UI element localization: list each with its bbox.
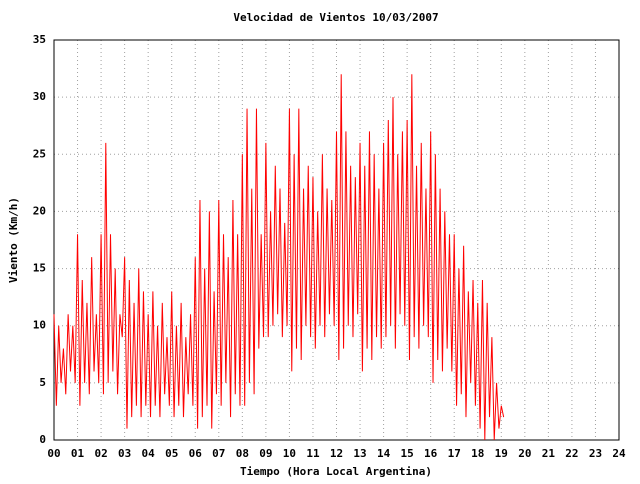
chart-title: Velocidad de Vientos 10/03/2007 — [233, 11, 438, 24]
x-tick-label: 19 — [495, 447, 508, 460]
x-tick-label: 24 — [612, 447, 626, 460]
y-tick-label: 35 — [33, 33, 46, 46]
x-tick-label: 17 — [448, 447, 461, 460]
y-tick-label: 5 — [39, 376, 46, 389]
x-tick-label: 05 — [165, 447, 178, 460]
x-tick-label: 12 — [330, 447, 343, 460]
x-tick-label: 10 — [283, 447, 296, 460]
x-tick-label: 00 — [47, 447, 60, 460]
x-tick-label: 06 — [189, 447, 203, 460]
y-tick-label: 15 — [33, 262, 46, 275]
y-axis-label: Viento (Km/h) — [7, 197, 20, 283]
x-tick-label: 21 — [542, 447, 556, 460]
plot-border — [53, 39, 620, 441]
y-tick-label: 20 — [33, 204, 46, 217]
x-tick-label: 01 — [71, 447, 85, 460]
x-tick-label: 09 — [259, 447, 272, 460]
x-tick-label: 11 — [306, 447, 320, 460]
x-tick-label: 20 — [518, 447, 531, 460]
y-tick-label: 0 — [39, 433, 46, 446]
y-tick-label: 30 — [33, 90, 46, 103]
x-tick-label: 07 — [212, 447, 225, 460]
x-tick-label: 02 — [94, 447, 107, 460]
x-tick-label: 23 — [589, 447, 602, 460]
x-tick-label: 16 — [424, 447, 438, 460]
x-tick-label: 08 — [236, 447, 249, 460]
x-tick-label: 18 — [471, 447, 484, 460]
x-tick-label: 22 — [565, 447, 578, 460]
data-line — [53, 74, 505, 441]
x-tick-label: 03 — [118, 447, 131, 460]
x-tick-label: 15 — [401, 447, 414, 460]
y-tick-label: 25 — [33, 147, 46, 160]
x-tick-label: 14 — [377, 447, 391, 460]
y-tick-label: 10 — [33, 319, 46, 332]
x-tick-label: 04 — [142, 447, 156, 460]
x-tick-label: 13 — [353, 447, 366, 460]
x-axis-label: Tiempo (Hora Local Argentina) — [240, 465, 432, 478]
